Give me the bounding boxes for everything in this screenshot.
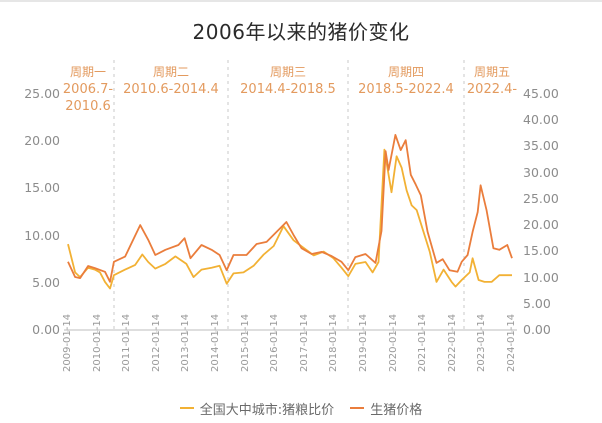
y-left-tick-label: 10.00 (24, 227, 60, 243)
y-right-tick-label: 25.00 (523, 190, 559, 206)
y-right-tick-label: 15.00 (523, 243, 559, 259)
legend-label-ratio: 全国大中城市:猪粮比价 (199, 402, 335, 418)
y-right-tick-label: 30.00 (523, 164, 559, 180)
y-left-tick-label: 20.00 (24, 133, 60, 149)
legend-swatch-price-icon (350, 407, 365, 409)
y-right-tick-label: 35.00 (523, 138, 559, 154)
period-label: 周期二 2010.6-2014.4 (123, 65, 219, 97)
y-left-tick-label: 5.00 (32, 274, 60, 290)
y-right-tick-label: 40.00 (523, 112, 559, 128)
top-border (0, 0, 602, 2)
period-label: 周期一 2006.7- 2010.6 (62, 65, 114, 114)
y-right-tick-label: 10.00 (523, 269, 559, 285)
chart-title: 2006年以来的猪价变化 (192, 20, 410, 44)
y-left-tick-label: 15.00 (24, 180, 60, 196)
legend: 全国大中城市:猪粮比价 生猪价格 (0, 398, 602, 418)
series-line-ratio (67, 148, 512, 290)
period-label: 周期三 2014.4-2018.5 (240, 65, 336, 97)
y-right-tick-label: 45.00 (523, 86, 559, 101)
y-right-tick-label: 0.00 (523, 322, 551, 337)
y-right-tick-label: 20.00 (523, 217, 559, 233)
legend-label-price: 生猪价格 (370, 402, 423, 418)
period-label: 周期四 2018.5-2022.4 (358, 65, 454, 97)
legend-item-price: 生猪价格 (350, 399, 422, 418)
period-label: 周期五 2022.4- (466, 65, 518, 97)
period-dividers (113, 60, 465, 332)
series-line-price (67, 133, 513, 283)
y-right-tick-label: 5.00 (523, 295, 551, 311)
legend-item-ratio: 全国大中城市:猪粮比价 (179, 399, 335, 418)
y-left-tick-label: 25.00 (24, 86, 60, 101)
y-left-tick-label: 0.00 (32, 322, 60, 337)
x-tick-marks (67, 330, 513, 334)
legend-swatch-ratio-icon (179, 407, 194, 409)
